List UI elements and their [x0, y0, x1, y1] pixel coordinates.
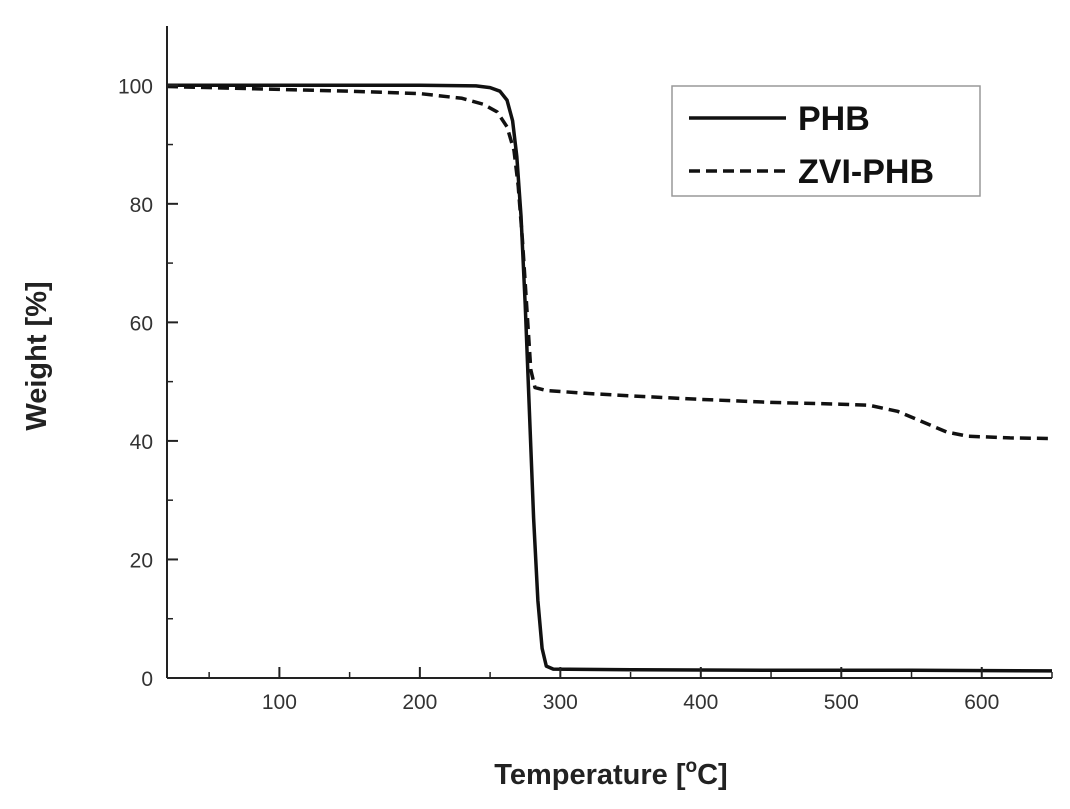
x-tick-label: 600 — [964, 691, 999, 714]
x-axis-title-superscript: o — [686, 756, 698, 777]
y-tick-label: 60 — [130, 312, 153, 335]
y-tick-label: 100 — [118, 75, 153, 98]
ticks: 100 200 300 400 500 600 0 20 40 60 80 100 — [118, 75, 1053, 714]
y-tick-label: 20 — [130, 549, 153, 572]
legend-label-phb: PHB — [798, 100, 870, 138]
x-tick-label: 500 — [824, 691, 859, 714]
legend-box — [671, 85, 981, 197]
x-tick-label: 200 — [402, 691, 437, 714]
y-tick-label: 40 — [130, 431, 153, 454]
y-tick-label: 80 — [130, 194, 153, 217]
plot-lines — [166, 83, 1053, 673]
x-tick-label: 300 — [543, 691, 578, 714]
y-tick-label: 0 — [141, 668, 153, 691]
y-axis-title: Weight [%] — [21, 281, 53, 430]
legend-label-zvi-phb: ZVI-PHB — [798, 153, 934, 191]
legend: PHB ZVI-PHB — [671, 85, 981, 197]
x-tick-label: 100 — [262, 691, 297, 714]
axes — [166, 26, 1052, 679]
x-axis-title-tail: C] — [697, 759, 728, 791]
x-axis-title: Temperature [oC] — [494, 756, 727, 791]
x-tick-label: 400 — [683, 691, 718, 714]
series-line-zvi-phb — [166, 84, 1053, 441]
